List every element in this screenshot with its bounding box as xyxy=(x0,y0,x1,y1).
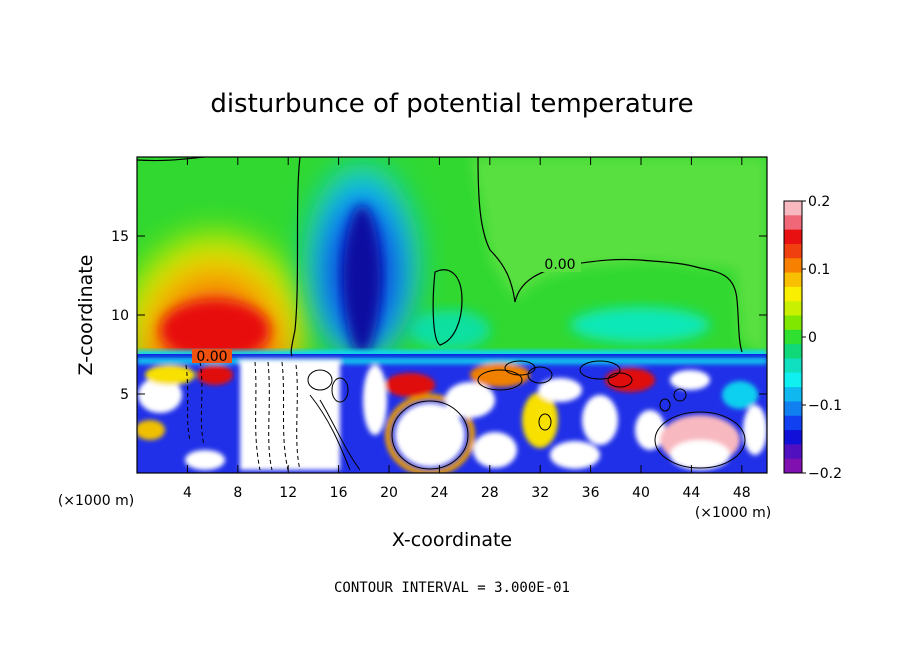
x-tick-label-11: 48 xyxy=(733,485,751,501)
x-axis-label: X-coordinate xyxy=(392,529,512,551)
colorbar-label-4: −0.2 xyxy=(808,466,842,482)
colorbar-swatch-10 xyxy=(784,344,802,359)
y-tick-label-0: 5 xyxy=(120,387,129,403)
colorbar-swatch-5 xyxy=(784,272,802,288)
colorbar: 0.2 0.1 0 −0.1 −0.2 xyxy=(783,194,842,482)
x-unit-left: (×1000 m) xyxy=(58,493,134,509)
x-unit-right: (×1000 m) xyxy=(695,505,771,521)
boundary-layer xyxy=(137,358,767,473)
contour-interval-note: CONTOUR INTERVAL = 3.000E-01 xyxy=(334,580,570,596)
colorbar-swatch-13 xyxy=(784,387,802,402)
x-tick-label-2: 12 xyxy=(279,485,297,501)
colorbar-label-2: 0 xyxy=(808,330,817,346)
x-tick-label-0: 4 xyxy=(183,485,192,501)
zero-contour xyxy=(137,157,743,357)
colorbar-swatch-17 xyxy=(784,444,802,460)
colorbar-swatch-11 xyxy=(784,358,802,374)
contour-label-lower: 0.00 xyxy=(196,349,227,365)
y-tick-label-1: 10 xyxy=(111,308,129,324)
y-axis-label: Z-coordinate xyxy=(75,255,97,376)
x-axis: 4 8 12 16 20 24 28 32 36 40 44 48 xyxy=(183,157,751,501)
x-tick-label-7: 32 xyxy=(531,485,549,501)
colorbar-swatch-1 xyxy=(784,215,802,231)
colorbar-swatch-15 xyxy=(784,415,802,431)
x-tick-label-5: 24 xyxy=(430,485,448,501)
colorbar-label-0: 0.2 xyxy=(808,194,830,210)
x-tick-label-3: 16 xyxy=(330,485,348,501)
colorbar-swatch-6 xyxy=(784,286,802,302)
x-tick-label-10: 44 xyxy=(682,485,700,501)
chart-title: disturbunce of potential temperature xyxy=(210,89,693,119)
colorbar-swatch-4 xyxy=(784,258,802,274)
heatmap-field: 0.00 0.00 xyxy=(137,157,767,473)
colorbar-swatch-0 xyxy=(784,201,802,216)
colorbar-swatch-12 xyxy=(784,372,802,388)
x-tick-label-6: 28 xyxy=(481,485,499,501)
contour-label-upper: 0.00 xyxy=(544,257,575,273)
colorbar-label-1: 0.1 xyxy=(808,262,830,278)
colorbar-swatch-9 xyxy=(784,329,802,345)
y-tick-label-2: 15 xyxy=(111,229,129,245)
x-tick-label-1: 8 xyxy=(233,485,242,501)
colorbar-swatch-16 xyxy=(784,430,802,445)
x-tick-label-8: 36 xyxy=(582,485,600,501)
x-tick-label-4: 20 xyxy=(380,485,398,501)
colorbar-swatch-3 xyxy=(784,243,802,259)
y-axis: 5 10 15 xyxy=(111,229,767,403)
colorbar-label-3: −0.1 xyxy=(808,398,842,414)
colorbar-swatch-8 xyxy=(784,315,802,331)
colorbar-swatch-14 xyxy=(784,401,802,417)
x-tick-label-9: 40 xyxy=(632,485,650,501)
colorbar-swatch-18 xyxy=(784,458,802,474)
colorbar-swatch-2 xyxy=(784,229,802,245)
colorbar-swatch-7 xyxy=(784,301,802,317)
